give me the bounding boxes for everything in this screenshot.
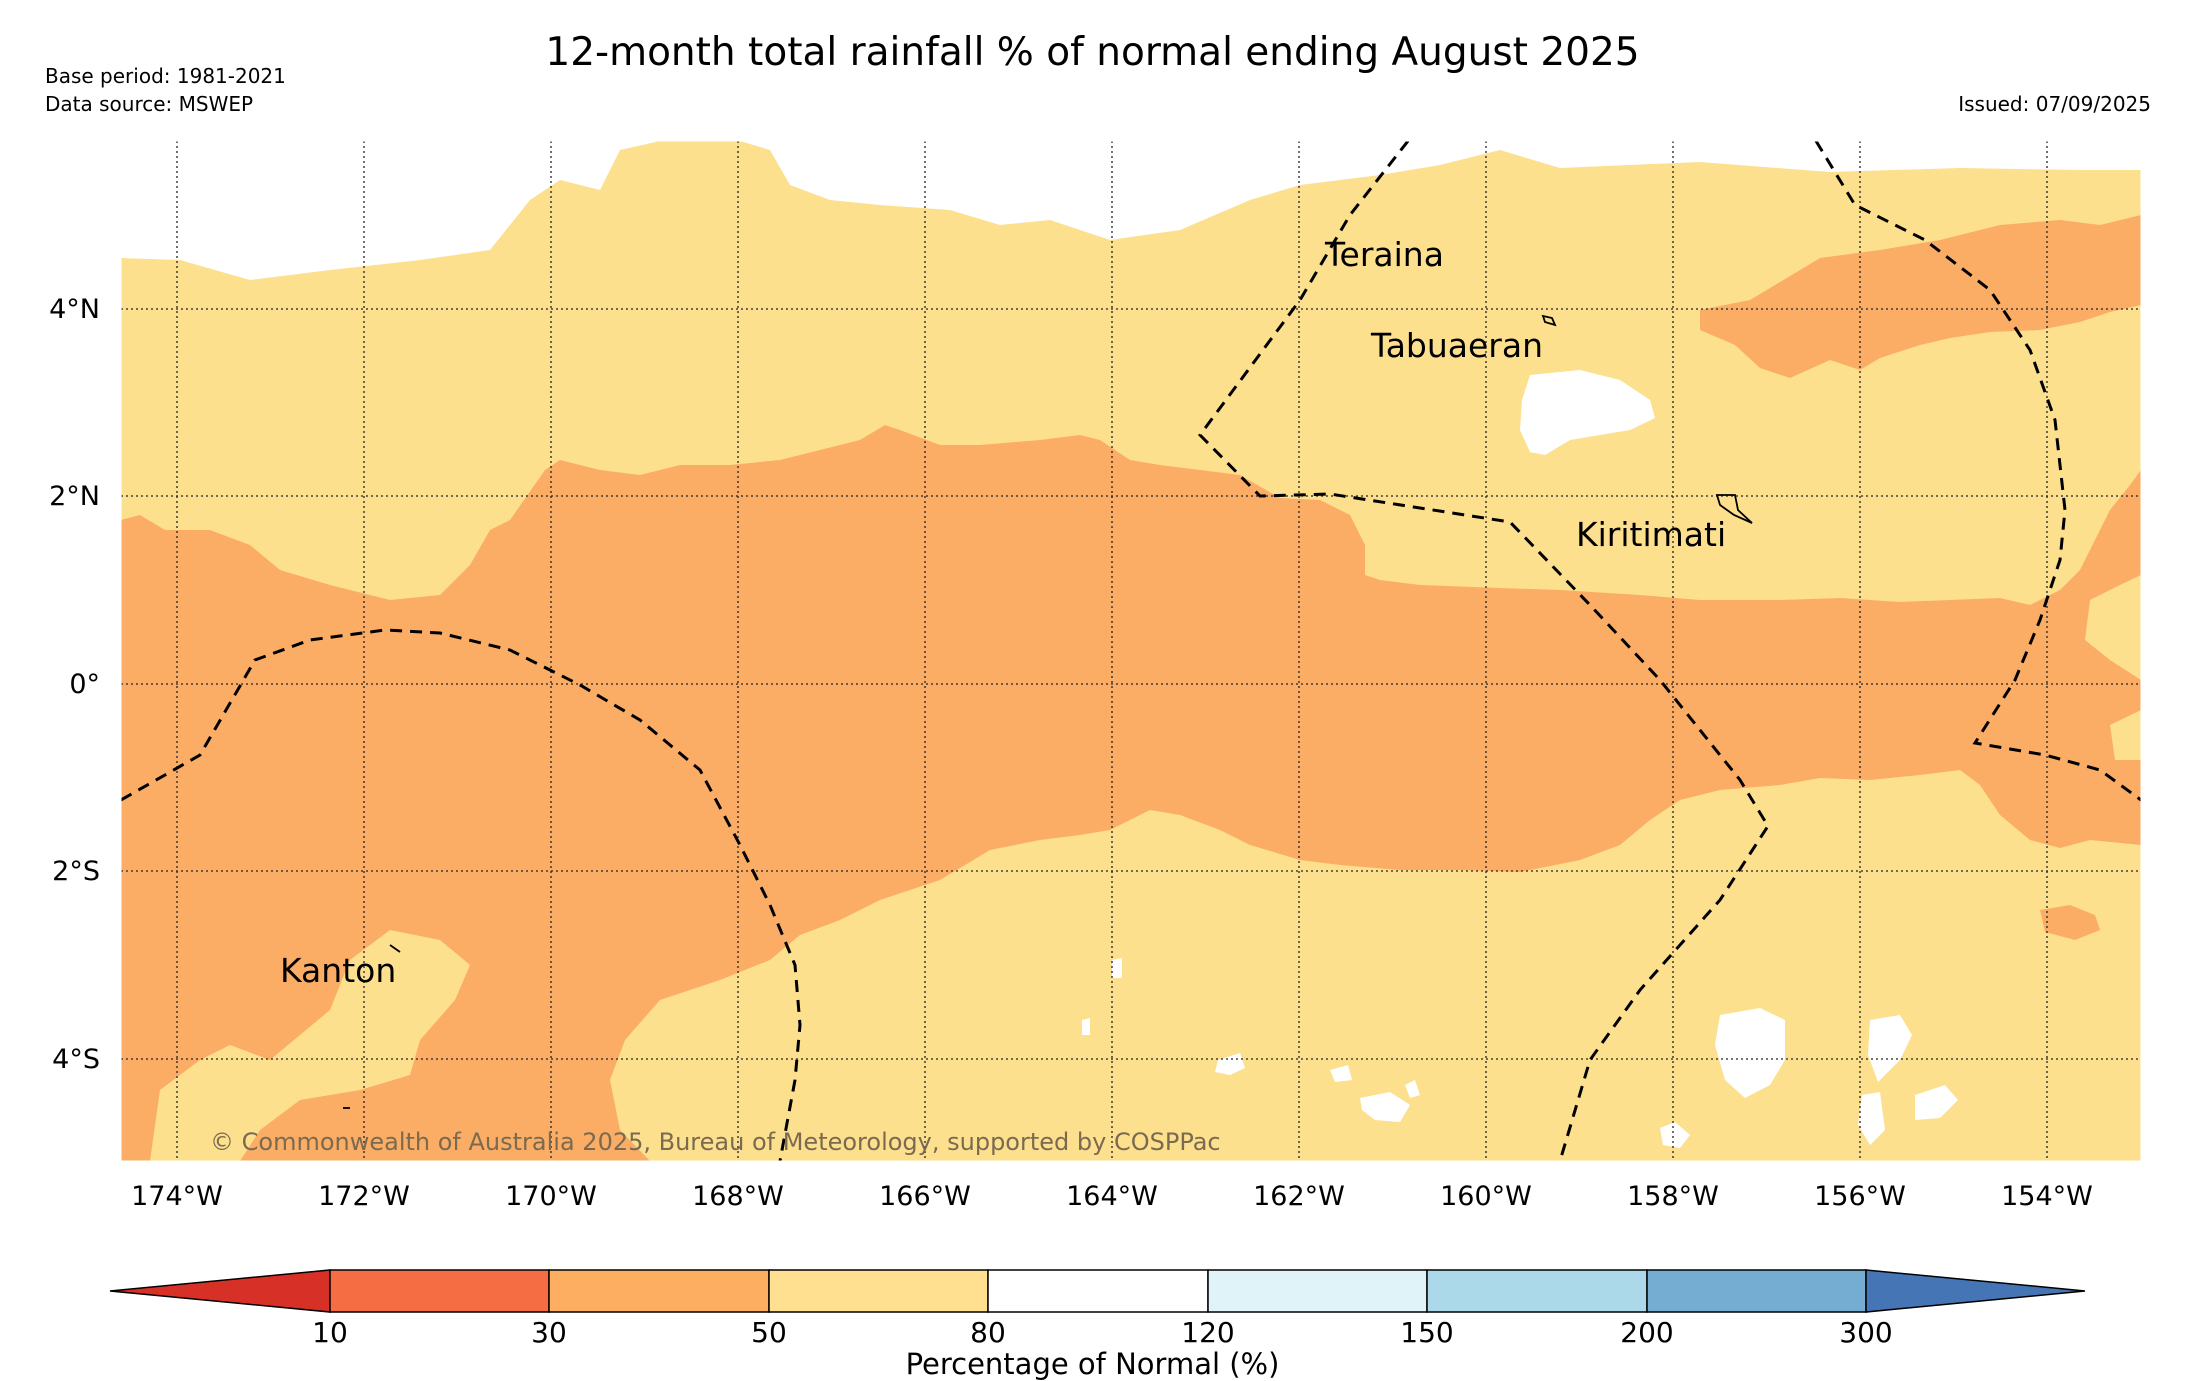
region-80-120-north [121, 141, 2141, 280]
base-period-note: Base period: 1981-2021 [45, 64, 286, 88]
lon-label: 168°W [692, 1181, 784, 1212]
colorbar-tick-label: 120 [1181, 1316, 1234, 1345]
issued-date: Issued: 07/09/2025 [1958, 92, 2151, 116]
island-outlines [343, 314, 1753, 1109]
lon-label: 160°W [1440, 1181, 1532, 1212]
lat-label: 2°N [49, 481, 100, 512]
rainfall-map[interactable]: 4°N 2°N 0° 2°S 4°S 174°W 172°W 170°W 168… [0, 0, 2185, 1230]
colorbar-segment [1207, 1269, 1428, 1313]
lon-label: 156°W [1814, 1181, 1906, 1212]
data-source-note: Data source: MSWEP [45, 92, 254, 116]
colorbar-segment [987, 1269, 1209, 1313]
lat-label: 4°S [52, 1044, 100, 1075]
colorbar-tick-label: 300 [1839, 1316, 1892, 1345]
graticule [121, 141, 2141, 1161]
colorbar: 10 30 50 80 120 150 200 300 [109, 1269, 2086, 1345]
lat-label: 2°S [52, 856, 100, 887]
colorbar-segment [768, 1269, 989, 1313]
lat-label: 0° [69, 669, 100, 700]
colorbar-segment [1646, 1269, 1867, 1313]
colorbar-extend-high [1865, 1269, 2086, 1313]
place-label-teraina: Teraina [1324, 235, 1444, 274]
colorbar-segment [329, 1269, 550, 1313]
region-50-80-kanton [150, 930, 470, 1161]
region-50-80-east-patch [2085, 575, 2141, 680]
colorbar-tick-label: 200 [1620, 1316, 1673, 1345]
colorbar-tick-label: 30 [531, 1316, 567, 1345]
lon-label: 164°W [1066, 1181, 1158, 1212]
region-30-50-northeast [1700, 215, 2141, 378]
map-field [121, 141, 2141, 1161]
lon-label: 158°W [1627, 1181, 1719, 1212]
region-50-80-east-patch-2 [2110, 710, 2141, 760]
colorbar-tick-label: 50 [751, 1316, 787, 1345]
colorbar-segment [1426, 1269, 1648, 1313]
region-80-120-islands [1082, 370, 1958, 1148]
lon-label: 170°W [505, 1181, 597, 1212]
lat-label: 4°N [49, 294, 100, 325]
lon-label: 174°W [131, 1181, 223, 1212]
place-label-kiritimati: Kiritimati [1576, 515, 1726, 554]
place-label-kanton: Kanton [280, 951, 396, 990]
lon-label: 154°W [2001, 1181, 2093, 1212]
colorbar-tick-label: 150 [1400, 1316, 1453, 1345]
lon-label: 172°W [318, 1181, 410, 1212]
copyright-watermark: © Commonwealth of Australia 2025, Bureau… [210, 1128, 1221, 1156]
colorbar-extend-low [109, 1269, 331, 1313]
colorbar-segment [548, 1269, 770, 1313]
lon-label: 162°W [1253, 1181, 1345, 1212]
map-frame [120, 140, 2142, 1162]
colorbar-tick-label: 10 [312, 1316, 348, 1345]
eez-boundaries [121, 141, 2141, 1161]
lon-label: 166°W [879, 1181, 971, 1212]
colorbar-title: Percentage of Normal (%) [905, 1347, 1280, 1381]
region-30-50-small-east [2040, 905, 2100, 940]
place-label-tabuaeran: Tabuaeran [1370, 326, 1543, 365]
colorbar-tick-label: 80 [970, 1316, 1006, 1345]
map-title: 12-month total rainfall % of normal endi… [545, 30, 1640, 75]
